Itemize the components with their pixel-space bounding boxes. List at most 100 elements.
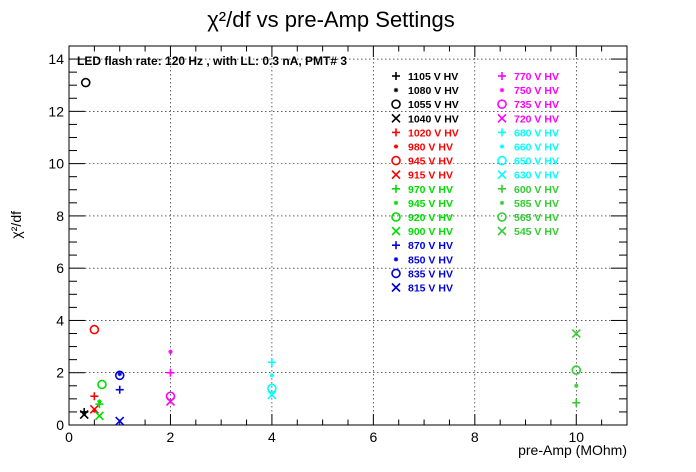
legend-marker-12 bbox=[392, 241, 400, 250]
legend-label-12: 870 V HV bbox=[408, 240, 453, 252]
legend-marker-2 bbox=[391, 99, 401, 109]
legend-label-4: 1020 V HV bbox=[408, 127, 459, 139]
data-point-27 bbox=[571, 328, 581, 339]
legend-label-6: 945 V HV bbox=[408, 156, 453, 168]
y-tick-label: 12 bbox=[48, 103, 64, 119]
legend-marker-24 bbox=[498, 184, 506, 193]
legend-label-13: 850 V HV bbox=[408, 254, 453, 266]
data-point-24 bbox=[572, 398, 581, 407]
data-point-12 bbox=[115, 385, 124, 394]
legend-marker-26 bbox=[497, 212, 507, 222]
legend-marker-0 bbox=[392, 72, 400, 80]
legend-label-23: 630 V HV bbox=[514, 170, 559, 182]
data-points bbox=[79, 77, 582, 426]
y-axis-label: χ²/df bbox=[8, 211, 24, 239]
legend-marker-21 bbox=[499, 144, 505, 149]
legend-label-0: 1105 V HV bbox=[408, 71, 458, 83]
legend-marker-17 bbox=[499, 87, 505, 93]
legend-label-19: 720 V HV bbox=[514, 113, 559, 125]
data-point-19 bbox=[165, 396, 176, 407]
legend-marker-14 bbox=[391, 268, 401, 279]
data-point-10 bbox=[97, 379, 107, 390]
legend-marker-11 bbox=[391, 226, 401, 236]
data-point-11 bbox=[94, 411, 105, 421]
y-tick-label: 14 bbox=[48, 51, 64, 67]
data-point-13 bbox=[117, 371, 122, 377]
legend-label-7: 915 V HV bbox=[408, 170, 453, 182]
legend-marker-3 bbox=[391, 113, 401, 123]
y-tick-label: 10 bbox=[48, 156, 64, 172]
x-tick-label: 8 bbox=[471, 429, 479, 445]
legend-label-18: 735 V HV bbox=[514, 99, 559, 111]
x-axis-label: pre-Amp (MOhm) bbox=[518, 442, 627, 458]
chart-title: χ²/df vs pre-Amp Settings bbox=[207, 7, 455, 32]
legend-marker-15 bbox=[391, 282, 401, 293]
x-tick-label: 10 bbox=[568, 429, 584, 445]
data-point-22 bbox=[267, 383, 277, 394]
legend-label-17: 750 V HV bbox=[514, 85, 559, 97]
data-point-16 bbox=[166, 368, 175, 377]
data-point-2 bbox=[80, 77, 91, 88]
legend-label-5: 980 V HV bbox=[408, 142, 453, 154]
x-tick-label: 4 bbox=[268, 429, 276, 445]
legend-label-24: 600 V HV bbox=[514, 184, 559, 196]
y-tick-label: 0 bbox=[56, 417, 64, 433]
legend-marker-13 bbox=[393, 257, 399, 262]
legend-marker-23 bbox=[497, 170, 507, 180]
legend-label-9: 945 V HV bbox=[408, 198, 453, 210]
legend-label-16: 770 V HV bbox=[514, 71, 559, 83]
data-point-3 bbox=[79, 409, 89, 420]
legend-label-25: 585 V HV bbox=[514, 198, 559, 210]
legend-label-27: 545 V HV bbox=[514, 226, 559, 238]
legend-marker-4 bbox=[392, 128, 400, 137]
legend-label-3: 1040 V HV bbox=[408, 113, 459, 125]
y-tick-label: 4 bbox=[56, 312, 64, 328]
data-point-21 bbox=[269, 373, 275, 378]
data-point-9 bbox=[97, 399, 102, 404]
legend-label-8: 970 V HV bbox=[408, 184, 453, 196]
legend-marker-6 bbox=[391, 155, 401, 166]
legend-marker-20 bbox=[498, 128, 506, 137]
data-point-23 bbox=[267, 390, 277, 400]
axis-ticks bbox=[68, 46, 627, 426]
data-point-14 bbox=[114, 370, 125, 381]
x-tick-label: 6 bbox=[369, 429, 377, 445]
legend-marker-19 bbox=[497, 113, 507, 123]
data-point-7 bbox=[89, 404, 99, 414]
legend: 1105 V HV 1080 V HV 1055 V HV 1040 V HV 1020… bbox=[391, 71, 559, 295]
legend-marker-10 bbox=[391, 212, 401, 222]
data-point-15 bbox=[115, 416, 125, 426]
data-point-25 bbox=[574, 383, 579, 388]
legend-label-15: 815 V HV bbox=[408, 283, 453, 295]
gridlines bbox=[69, 46, 627, 425]
x-tick-label: 2 bbox=[167, 429, 175, 445]
legend-label-14: 835 V HV bbox=[408, 268, 453, 280]
legend-marker-1 bbox=[393, 87, 399, 93]
legend-marker-22 bbox=[497, 155, 507, 166]
legend-marker-27 bbox=[497, 226, 507, 236]
y-tick-label: 2 bbox=[56, 365, 64, 381]
y-tick-label: 8 bbox=[56, 208, 64, 224]
legend-label-20: 680 V HV bbox=[514, 127, 559, 139]
legend-label-22: 650 V HV bbox=[514, 156, 559, 168]
legend-marker-7 bbox=[391, 170, 401, 180]
legend-marker-8 bbox=[392, 184, 400, 193]
legend-marker-25 bbox=[499, 200, 505, 206]
data-point-4 bbox=[90, 392, 99, 401]
legend-label-11: 900 V HV bbox=[408, 226, 453, 238]
legend-label-26: 565 V HV bbox=[514, 212, 559, 224]
legend-label-1: 1080 V HV bbox=[408, 85, 459, 97]
legend-marker-16 bbox=[498, 72, 506, 80]
legend-label-10: 920 V HV bbox=[408, 212, 453, 224]
data-point-20 bbox=[267, 358, 276, 367]
legend-label-2: 1055 V HV bbox=[408, 99, 459, 111]
data-point-6 bbox=[89, 324, 100, 335]
legend-label-21: 660 V HV bbox=[514, 142, 559, 154]
legend-marker-18 bbox=[497, 99, 507, 109]
x-tick-label: 0 bbox=[65, 429, 73, 445]
annotation: LED flash rate: 120 Hz , with LL: 0.3 nA… bbox=[77, 54, 347, 68]
data-point-17 bbox=[168, 349, 173, 355]
legend-marker-5 bbox=[393, 144, 399, 149]
tick-labels: 0 2 4 6 8 10 0 2 4 6 8 10 12 14 bbox=[48, 51, 584, 445]
